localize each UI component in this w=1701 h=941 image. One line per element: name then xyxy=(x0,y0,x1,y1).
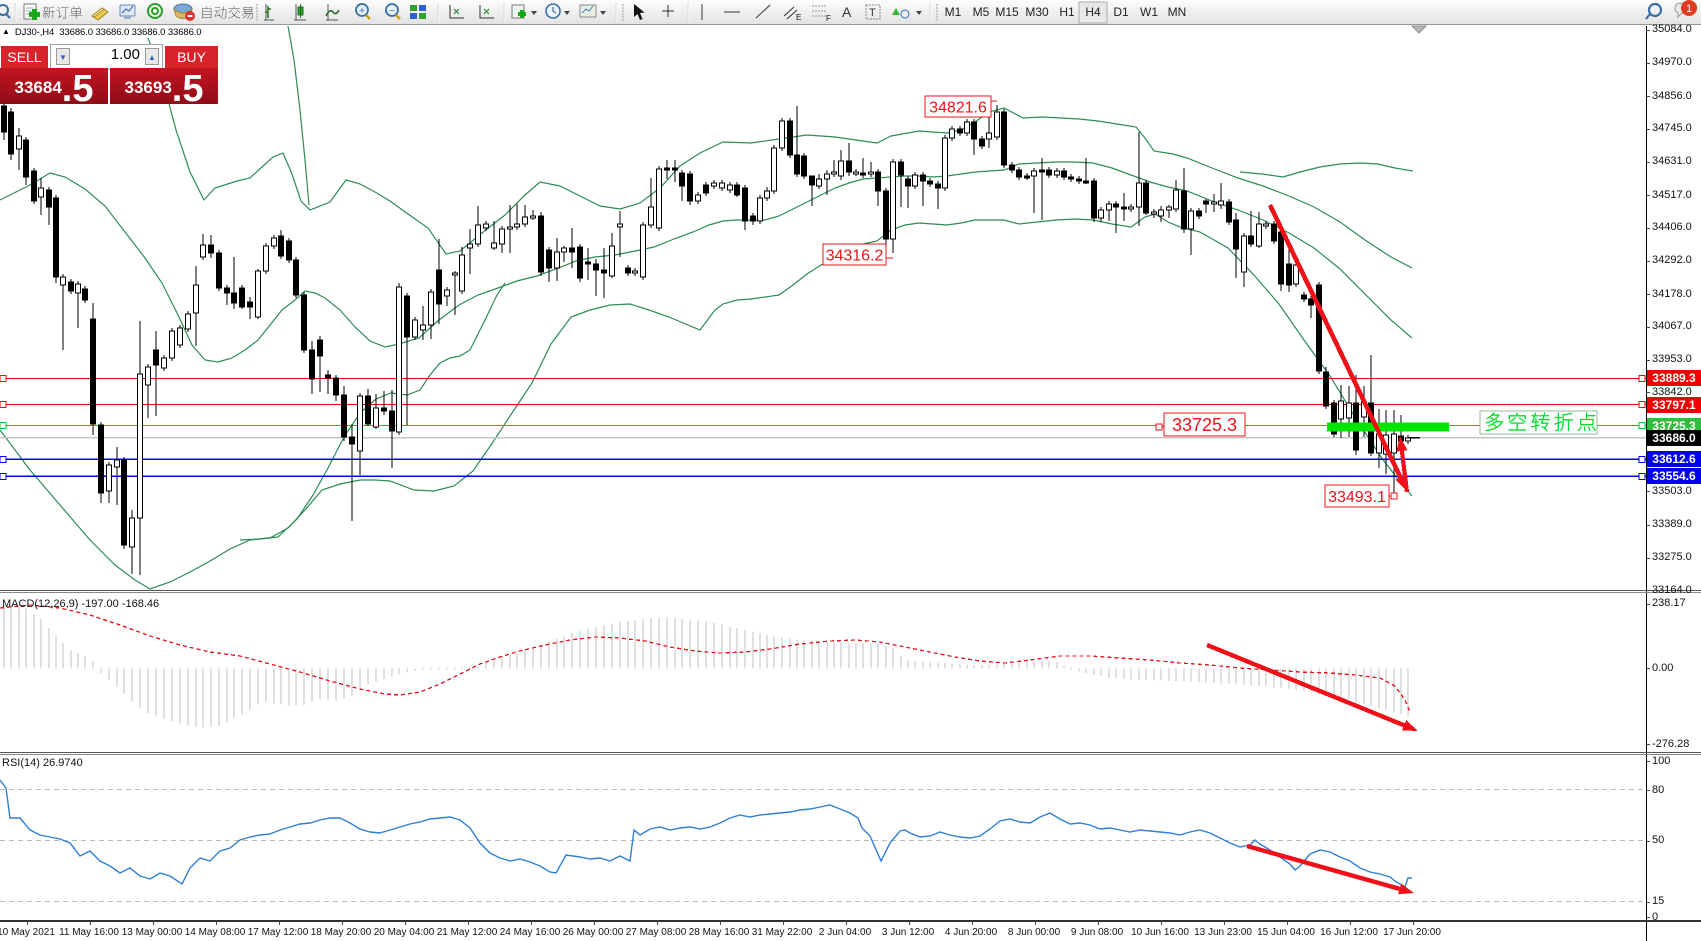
svg-text:H1: H1 xyxy=(1059,5,1075,19)
svg-text:A: A xyxy=(842,4,852,20)
svg-text:D1: D1 xyxy=(1113,5,1129,19)
svg-text:33493.1: 33493.1 xyxy=(1328,489,1386,506)
svg-text:−: − xyxy=(389,6,395,17)
svg-text:T: T xyxy=(869,7,876,19)
svg-text:34821.6: 34821.6 xyxy=(929,99,987,116)
svg-text:M5: M5 xyxy=(973,5,990,19)
svg-text:M15: M15 xyxy=(995,5,1019,19)
svg-text:1: 1 xyxy=(1686,3,1692,15)
svg-text:MN: MN xyxy=(1168,5,1187,19)
svg-text:M1: M1 xyxy=(945,5,962,19)
svg-text:M30: M30 xyxy=(1025,5,1049,19)
svg-text:F: F xyxy=(826,14,831,23)
svg-text:34316.2: 34316.2 xyxy=(826,247,884,264)
svg-text:E: E xyxy=(796,13,801,22)
svg-text:+: + xyxy=(359,6,365,17)
svg-text:W1: W1 xyxy=(1140,5,1158,19)
svg-text:33725.3: 33725.3 xyxy=(1172,415,1237,435)
svg-text:H4: H4 xyxy=(1085,5,1101,19)
